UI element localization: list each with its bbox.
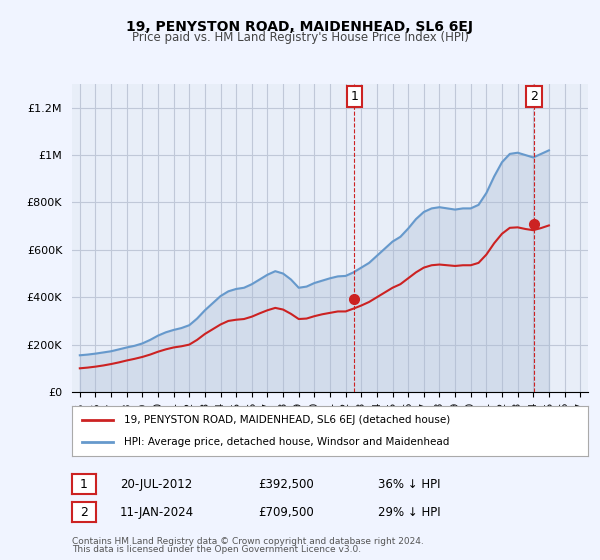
Text: 20-JUL-2012: 20-JUL-2012 xyxy=(120,478,192,491)
Text: 2: 2 xyxy=(80,506,88,519)
Text: Price paid vs. HM Land Registry's House Price Index (HPI): Price paid vs. HM Land Registry's House … xyxy=(131,31,469,44)
Text: 19, PENYSTON ROAD, MAIDENHEAD, SL6 6EJ: 19, PENYSTON ROAD, MAIDENHEAD, SL6 6EJ xyxy=(127,20,473,34)
Text: 1: 1 xyxy=(350,90,358,103)
Text: 11-JAN-2024: 11-JAN-2024 xyxy=(120,506,194,519)
Text: This data is licensed under the Open Government Licence v3.0.: This data is licensed under the Open Gov… xyxy=(72,545,361,554)
Text: HPI: Average price, detached house, Windsor and Maidenhead: HPI: Average price, detached house, Wind… xyxy=(124,437,449,447)
Text: 36% ↓ HPI: 36% ↓ HPI xyxy=(378,478,440,491)
Text: £392,500: £392,500 xyxy=(258,478,314,491)
Text: £709,500: £709,500 xyxy=(258,506,314,519)
Text: 19, PENYSTON ROAD, MAIDENHEAD, SL6 6EJ (detached house): 19, PENYSTON ROAD, MAIDENHEAD, SL6 6EJ (… xyxy=(124,415,450,425)
Text: 29% ↓ HPI: 29% ↓ HPI xyxy=(378,506,440,519)
Text: 2: 2 xyxy=(530,90,538,103)
Text: 1: 1 xyxy=(80,478,88,491)
Text: Contains HM Land Registry data © Crown copyright and database right 2024.: Contains HM Land Registry data © Crown c… xyxy=(72,537,424,546)
